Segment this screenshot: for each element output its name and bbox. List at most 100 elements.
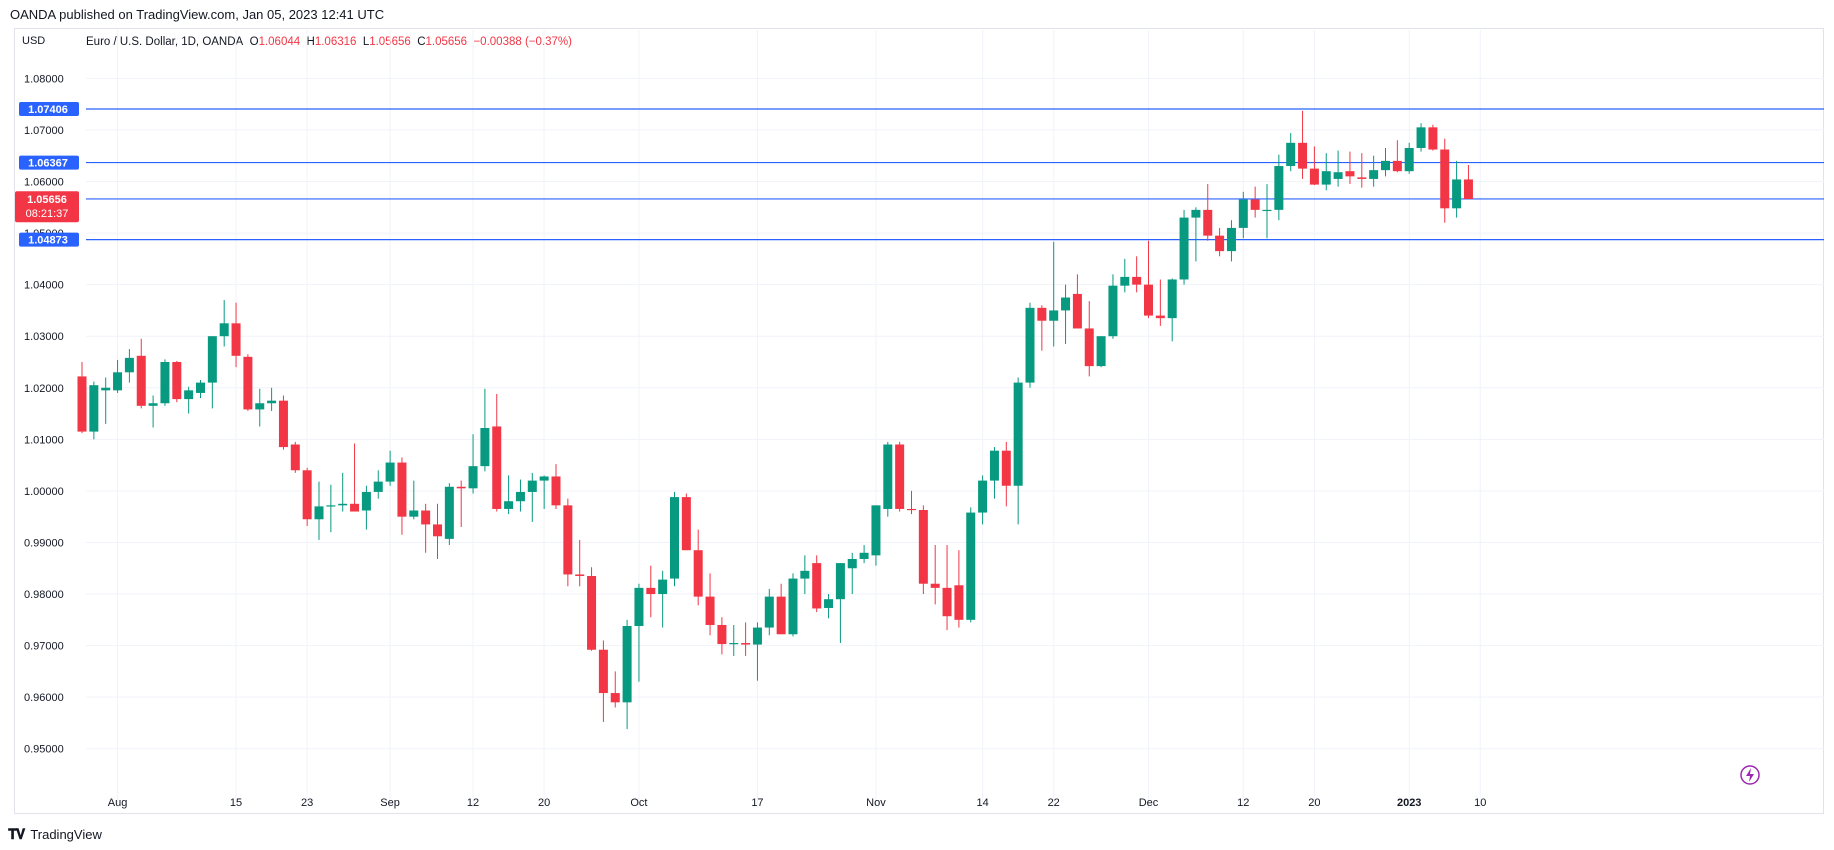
- candle-body[interactable]: [267, 400, 277, 404]
- candle-body[interactable]: [421, 510, 431, 525]
- candle-body[interactable]: [136, 355, 146, 406]
- candle-body[interactable]: [89, 385, 99, 432]
- candle-body[interactable]: [290, 444, 300, 471]
- candle-body[interactable]: [1179, 217, 1189, 280]
- candle-body[interactable]: [895, 444, 905, 509]
- candle-body[interactable]: [1452, 179, 1462, 209]
- candle-body[interactable]: [326, 505, 336, 507]
- candle-body[interactable]: [1392, 160, 1402, 172]
- candle-body[interactable]: [907, 508, 916, 511]
- candle-body[interactable]: [1333, 172, 1343, 179]
- candle-body[interactable]: [148, 403, 158, 406]
- candle-body[interactable]: [800, 570, 810, 579]
- candle-body[interactable]: [989, 450, 999, 481]
- candle-body[interactable]: [1144, 284, 1153, 316]
- candle-body[interactable]: [1416, 127, 1426, 148]
- candle-body[interactable]: [101, 387, 111, 391]
- candle-body[interactable]: [278, 400, 288, 448]
- candle-body[interactable]: [124, 357, 134, 373]
- candle-body[interactable]: [1345, 171, 1355, 177]
- candle-body[interactable]: [196, 382, 205, 393]
- candle-body[interactable]: [539, 476, 549, 481]
- candle-body[interactable]: [551, 476, 561, 506]
- candle-body[interactable]: [741, 643, 751, 645]
- candle-body[interactable]: [646, 587, 656, 595]
- candle-body[interactable]: [871, 505, 881, 556]
- tradingview-logo-icon[interactable]: 𝐓𝐕: [8, 826, 25, 842]
- candle-body[interactable]: [610, 693, 620, 703]
- candle-body[interactable]: [207, 336, 217, 383]
- candle-body[interactable]: [1381, 160, 1390, 171]
- candle-body[interactable]: [1238, 199, 1248, 228]
- candle-body[interactable]: [231, 323, 241, 356]
- candle-body[interactable]: [764, 596, 774, 628]
- candle-body[interactable]: [184, 390, 194, 400]
- candle-body[interactable]: [1013, 382, 1023, 486]
- candle-body[interactable]: [942, 587, 952, 617]
- candle-body[interactable]: [480, 427, 490, 467]
- candle-body[interactable]: [468, 466, 478, 489]
- candle-body[interactable]: [587, 575, 597, 650]
- candle-body[interactable]: [1369, 170, 1379, 179]
- candle-body[interactable]: [1025, 307, 1035, 383]
- lightning-icon[interactable]: [1740, 765, 1760, 785]
- candle-body[interactable]: [1226, 227, 1236, 252]
- candle-body[interactable]: [456, 486, 466, 489]
- candle-body[interactable]: [243, 356, 253, 410]
- candle-body[interactable]: [1463, 179, 1473, 200]
- candle-body[interactable]: [1274, 166, 1284, 210]
- candle-body[interactable]: [1167, 279, 1177, 319]
- candle-body[interactable]: [1084, 328, 1094, 367]
- candle-body[interactable]: [729, 643, 739, 645]
- candle-body[interactable]: [1250, 199, 1260, 210]
- candle-body[interactable]: [835, 563, 845, 600]
- candle-body[interactable]: [622, 626, 632, 703]
- candle-body[interactable]: [776, 596, 786, 635]
- candle-body[interactable]: [634, 587, 644, 627]
- candle-body[interactable]: [859, 552, 869, 559]
- candle-body[interactable]: [1001, 450, 1011, 486]
- candle-body[interactable]: [219, 323, 229, 337]
- candle-body[interactable]: [966, 512, 976, 620]
- candle-body[interactable]: [1037, 307, 1047, 321]
- candle-body[interactable]: [1428, 127, 1438, 150]
- candle-body[interactable]: [670, 497, 679, 579]
- candle-body[interactable]: [847, 558, 857, 569]
- candle-body[interactable]: [444, 486, 454, 539]
- candle-body[interactable]: [1309, 168, 1319, 185]
- candle-body[interactable]: [1203, 209, 1213, 236]
- candle-body[interactable]: [717, 624, 727, 645]
- candle-body[interactable]: [575, 574, 585, 576]
- candle-body[interactable]: [338, 503, 348, 506]
- candle-body[interactable]: [113, 372, 123, 391]
- candle-body[interactable]: [1357, 177, 1367, 179]
- candle-body[interactable]: [1298, 142, 1308, 169]
- candle-body[interactable]: [492, 426, 502, 509]
- candle-body[interactable]: [255, 403, 265, 410]
- candle-body[interactable]: [883, 444, 893, 509]
- candle-body[interactable]: [563, 505, 573, 575]
- candle-body[interactable]: [788, 578, 798, 635]
- candle-body[interactable]: [1120, 276, 1130, 286]
- candle-body[interactable]: [1049, 310, 1059, 321]
- candle-body[interactable]: [1404, 147, 1414, 172]
- candle-body[interactable]: [527, 480, 537, 492]
- candle-body[interactable]: [1191, 209, 1201, 218]
- candle-body[interactable]: [409, 510, 419, 517]
- candle-body[interactable]: [373, 481, 383, 492]
- candle-body[interactable]: [705, 596, 715, 625]
- candle-body[interactable]: [1262, 209, 1272, 212]
- candle-body[interactable]: [658, 579, 668, 595]
- candle-body[interactable]: [350, 503, 360, 512]
- candle-body[interactable]: [1286, 142, 1296, 167]
- footer-brand[interactable]: TradingView: [30, 827, 102, 842]
- candle-body[interactable]: [1155, 315, 1165, 319]
- candle-body[interactable]: [515, 491, 525, 502]
- candle-body[interactable]: [1061, 297, 1071, 311]
- candle-body[interactable]: [433, 524, 442, 537]
- candle-body[interactable]: [397, 462, 407, 517]
- candle-body[interactable]: [930, 583, 940, 588]
- candle-body[interactable]: [752, 627, 762, 645]
- candle-body[interactable]: [1132, 276, 1142, 285]
